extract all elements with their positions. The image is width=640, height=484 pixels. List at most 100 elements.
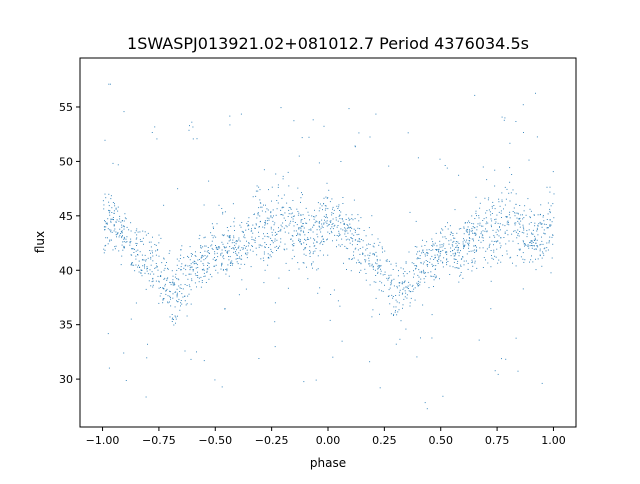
data-point — [475, 210, 477, 212]
data-point — [479, 222, 481, 224]
data-point — [142, 259, 144, 261]
data-point — [431, 255, 433, 257]
data-point — [167, 277, 169, 279]
data-point — [409, 211, 411, 213]
data-point — [482, 234, 484, 236]
data-point — [455, 242, 457, 244]
data-point — [376, 263, 378, 265]
data-point — [135, 242, 137, 244]
data-point — [448, 240, 450, 242]
plot-frame — [79, 57, 577, 428]
data-point — [228, 259, 230, 261]
data-point — [417, 284, 419, 286]
data-point — [466, 230, 468, 232]
data-point — [513, 207, 515, 209]
data-point — [316, 233, 318, 235]
data-point — [271, 200, 272, 202]
data-point — [126, 226, 128, 228]
data-point — [479, 224, 481, 226]
data-point — [138, 271, 140, 273]
data-point — [203, 269, 205, 271]
data-point — [301, 137, 303, 139]
data-point — [244, 237, 246, 239]
data-point — [253, 239, 255, 241]
data-point — [336, 246, 337, 248]
data-point — [194, 282, 196, 284]
data-point — [463, 233, 465, 235]
data-point — [351, 227, 353, 229]
data-point — [411, 285, 413, 287]
data-point — [282, 214, 284, 216]
data-point — [104, 193, 106, 195]
data-point — [173, 319, 174, 320]
data-point — [398, 309, 400, 311]
data-point — [176, 294, 178, 296]
data-point — [137, 266, 139, 268]
data-point — [162, 302, 164, 304]
data-point — [180, 269, 182, 271]
data-point — [354, 218, 356, 220]
data-point — [252, 246, 253, 247]
data-point — [347, 225, 349, 226]
data-point — [543, 232, 545, 234]
data-point — [393, 278, 395, 280]
data-point — [552, 234, 553, 236]
data-point — [459, 275, 460, 277]
data-point — [486, 248, 488, 250]
data-point — [227, 264, 229, 266]
data-point — [180, 249, 182, 251]
data-point — [299, 239, 301, 241]
data-point — [130, 318, 132, 320]
data-point — [539, 221, 541, 223]
data-point — [229, 239, 231, 241]
data-point — [263, 204, 264, 206]
data-point — [485, 259, 486, 261]
data-point — [158, 287, 160, 289]
data-point — [341, 218, 343, 220]
data-point — [144, 272, 146, 274]
data-point — [241, 230, 243, 232]
data-point — [273, 224, 275, 226]
data-point — [500, 212, 502, 214]
data-point — [485, 223, 487, 225]
data-point — [529, 261, 530, 263]
data-point — [438, 257, 440, 259]
data-point — [429, 261, 431, 263]
data-point — [192, 269, 194, 270]
data-point — [211, 240, 213, 242]
data-point — [266, 217, 268, 219]
data-point — [443, 243, 445, 245]
data-point — [368, 263, 370, 265]
data-point — [353, 251, 355, 253]
data-point — [441, 244, 443, 246]
data-point — [484, 197, 486, 199]
data-point — [191, 278, 193, 280]
data-point — [472, 261, 473, 263]
data-point — [369, 284, 371, 286]
data-point — [226, 251, 228, 253]
data-point — [309, 253, 311, 255]
data-point — [416, 265, 418, 267]
data-point — [160, 275, 162, 276]
data-point — [294, 222, 296, 223]
data-point — [300, 221, 302, 223]
data-point — [377, 265, 379, 267]
data-point — [501, 199, 503, 201]
data-point — [537, 224, 539, 226]
data-point — [360, 217, 362, 219]
data-point — [524, 205, 526, 207]
data-point — [490, 214, 492, 216]
data-point — [216, 252, 218, 254]
data-point — [505, 358, 507, 360]
data-point — [465, 260, 467, 262]
data-point — [397, 311, 399, 313]
data-point — [198, 281, 200, 283]
data-point — [165, 290, 167, 292]
data-point — [234, 230, 235, 231]
data-point — [450, 239, 452, 241]
data-point — [165, 293, 167, 295]
data-point — [379, 280, 381, 282]
data-point — [402, 273, 404, 275]
data-point — [274, 222, 276, 224]
data-point — [549, 186, 551, 188]
